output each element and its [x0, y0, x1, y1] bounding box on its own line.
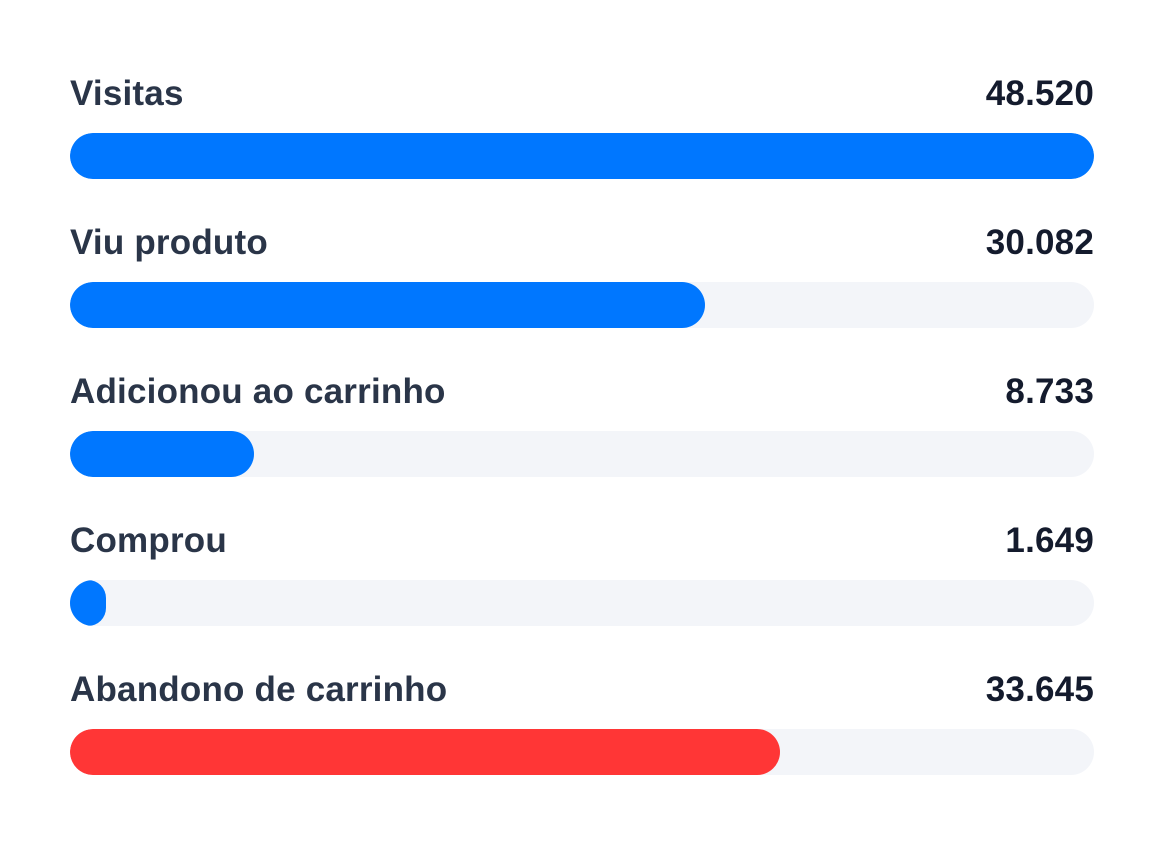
value-label: 8.733 — [1005, 372, 1094, 411]
value-label: 33.645 — [985, 670, 1094, 709]
value-label: 48.520 — [985, 74, 1094, 113]
category-label: Abandono de carrinho — [70, 670, 448, 709]
bar-fill — [70, 282, 705, 328]
bar-track — [70, 282, 1094, 328]
category-label: Viu produto — [70, 223, 268, 262]
bar-track — [70, 729, 1094, 775]
bar-track — [70, 431, 1094, 477]
bar-fill — [70, 431, 254, 477]
bar-row-viu-produto: Viu produto 30.082 — [70, 221, 1094, 370]
category-label: Comprou — [70, 521, 227, 560]
bar-row-abandono-de-carrinho: Abandono de carrinho 33.645 — [70, 668, 1094, 817]
bar-row-comprou: Comprou 1.649 — [70, 519, 1094, 668]
value-label: 1.649 — [1005, 521, 1094, 560]
category-label: Adicionou ao carrinho — [70, 372, 446, 411]
bar-track — [70, 580, 1094, 626]
bar-row-header: Adicionou ao carrinho 8.733 — [70, 370, 1094, 430]
bar-fill — [70, 729, 780, 775]
bar-row-header: Viu produto 30.082 — [70, 221, 1094, 281]
bar-fill — [70, 580, 106, 626]
bar-row-header: Visitas 48.520 — [70, 72, 1094, 132]
category-label: Visitas — [70, 74, 184, 113]
bar-row-visitas: Visitas 48.520 — [70, 72, 1094, 221]
funnel-bar-chart: Visitas 48.520 Viu produto 30.082 Adicio… — [70, 72, 1094, 817]
bar-fill — [70, 133, 1094, 179]
value-label: 30.082 — [985, 223, 1094, 262]
bar-track — [70, 133, 1094, 179]
bar-row-header: Abandono de carrinho 33.645 — [70, 668, 1094, 728]
bar-row-adicionou-ao-carrinho: Adicionou ao carrinho 8.733 — [70, 370, 1094, 519]
bar-row-header: Comprou 1.649 — [70, 519, 1094, 579]
